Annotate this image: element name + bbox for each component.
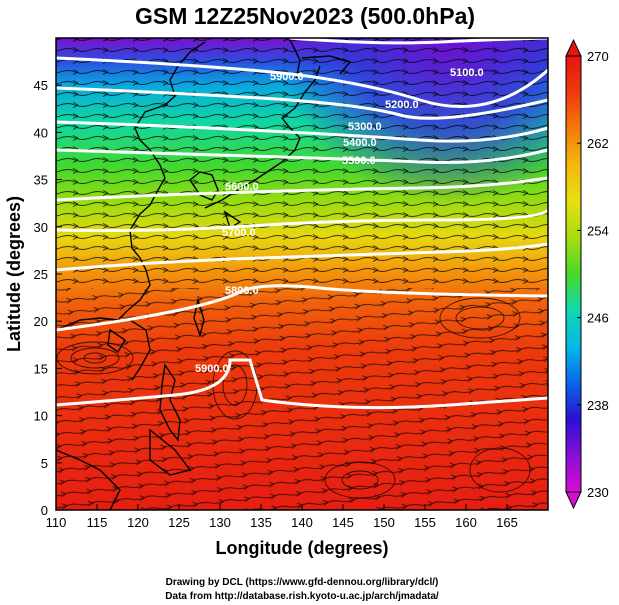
x-tick-label: 160 (455, 515, 477, 530)
colorbar-tick-label: 270 (587, 49, 609, 64)
height-contours (56, 38, 548, 410)
x-axis-label: Longitude (degrees) (215, 538, 388, 558)
y-tick-label: 0 (41, 503, 48, 518)
colorbar-gradient (565, 55, 582, 493)
colorbar: 230 238 246 254 262 270 (565, 38, 609, 510)
y-tick-label: 30 (34, 220, 48, 235)
colorbar-tick-label: 254 (587, 223, 609, 238)
x-axis: 110 115 120 125 130 135 140 145 150 155 160 165 (46, 504, 518, 530)
y-tick-label: 5 (41, 456, 48, 471)
x-tick-label: 165 (496, 515, 518, 530)
x-tick-label: 150 (373, 515, 395, 530)
y-axis-label: Latitude (degrees) (4, 196, 24, 352)
colorbar-tick-label: 238 (587, 398, 609, 413)
colorbar-bottom-arrow (565, 491, 582, 510)
contour-label: 5700.0 (222, 227, 256, 239)
contour-label: 5100.0 (450, 67, 484, 79)
colorbar-tick-label: 262 (587, 136, 609, 151)
x-tick-label: 145 (332, 515, 354, 530)
contour-label: 5200.0 (385, 99, 419, 111)
y-tick-label: 15 (34, 361, 48, 376)
plot-area (56, 38, 548, 510)
y-tick-label: 20 (34, 314, 48, 329)
colorbar-top-arrow (565, 38, 582, 57)
plot-title: GSM 12Z25Nov2023 (500.0hPa) (135, 3, 475, 29)
contour-label: 5900.0 (195, 363, 229, 375)
contour-label: 5300.0 (348, 121, 382, 133)
contour-label: 5500.0 (342, 155, 376, 167)
x-tick-label: 120 (127, 515, 149, 530)
x-tick-label: 155 (414, 515, 436, 530)
x-tick-label: 135 (250, 515, 272, 530)
x-tick-label: 140 (291, 515, 313, 530)
contour-label: 5900.0 (270, 71, 304, 83)
y-tick-label: 45 (34, 78, 48, 93)
y-tick-label: 40 (34, 125, 48, 140)
y-axis: 0 5 10 15 20 25 30 35 40 45 (34, 78, 62, 518)
x-tick-label: 125 (168, 515, 190, 530)
credit-data: Data from http://database.rish.kyoto-u.a… (165, 591, 439, 602)
contour-label: 5400.0 (343, 137, 377, 149)
contour-label: 5800.0 (225, 285, 259, 297)
x-tick-label: 130 (209, 515, 231, 530)
colorbar-tick-label: 230 (587, 485, 609, 500)
contour-label: 5600.0 (225, 181, 259, 193)
x-tick-label: 110 (46, 515, 67, 530)
y-tick-label: 25 (34, 267, 48, 282)
coastlines (56, 39, 352, 510)
credit-drawing: Drawing by DCL (https://www.gfd-dennou.o… (166, 577, 439, 588)
y-tick-label: 10 (34, 409, 48, 424)
colorbar-ticks: 230 238 246 254 262 270 (577, 49, 609, 500)
colorbar-tick-label: 246 (587, 311, 609, 326)
contour-labels: 5100.0 5200.0 5300.0 5400.0 5500.0 5600.… (195, 67, 484, 375)
x-tick-label: 115 (87, 515, 108, 530)
y-tick-label: 35 (34, 173, 48, 188)
